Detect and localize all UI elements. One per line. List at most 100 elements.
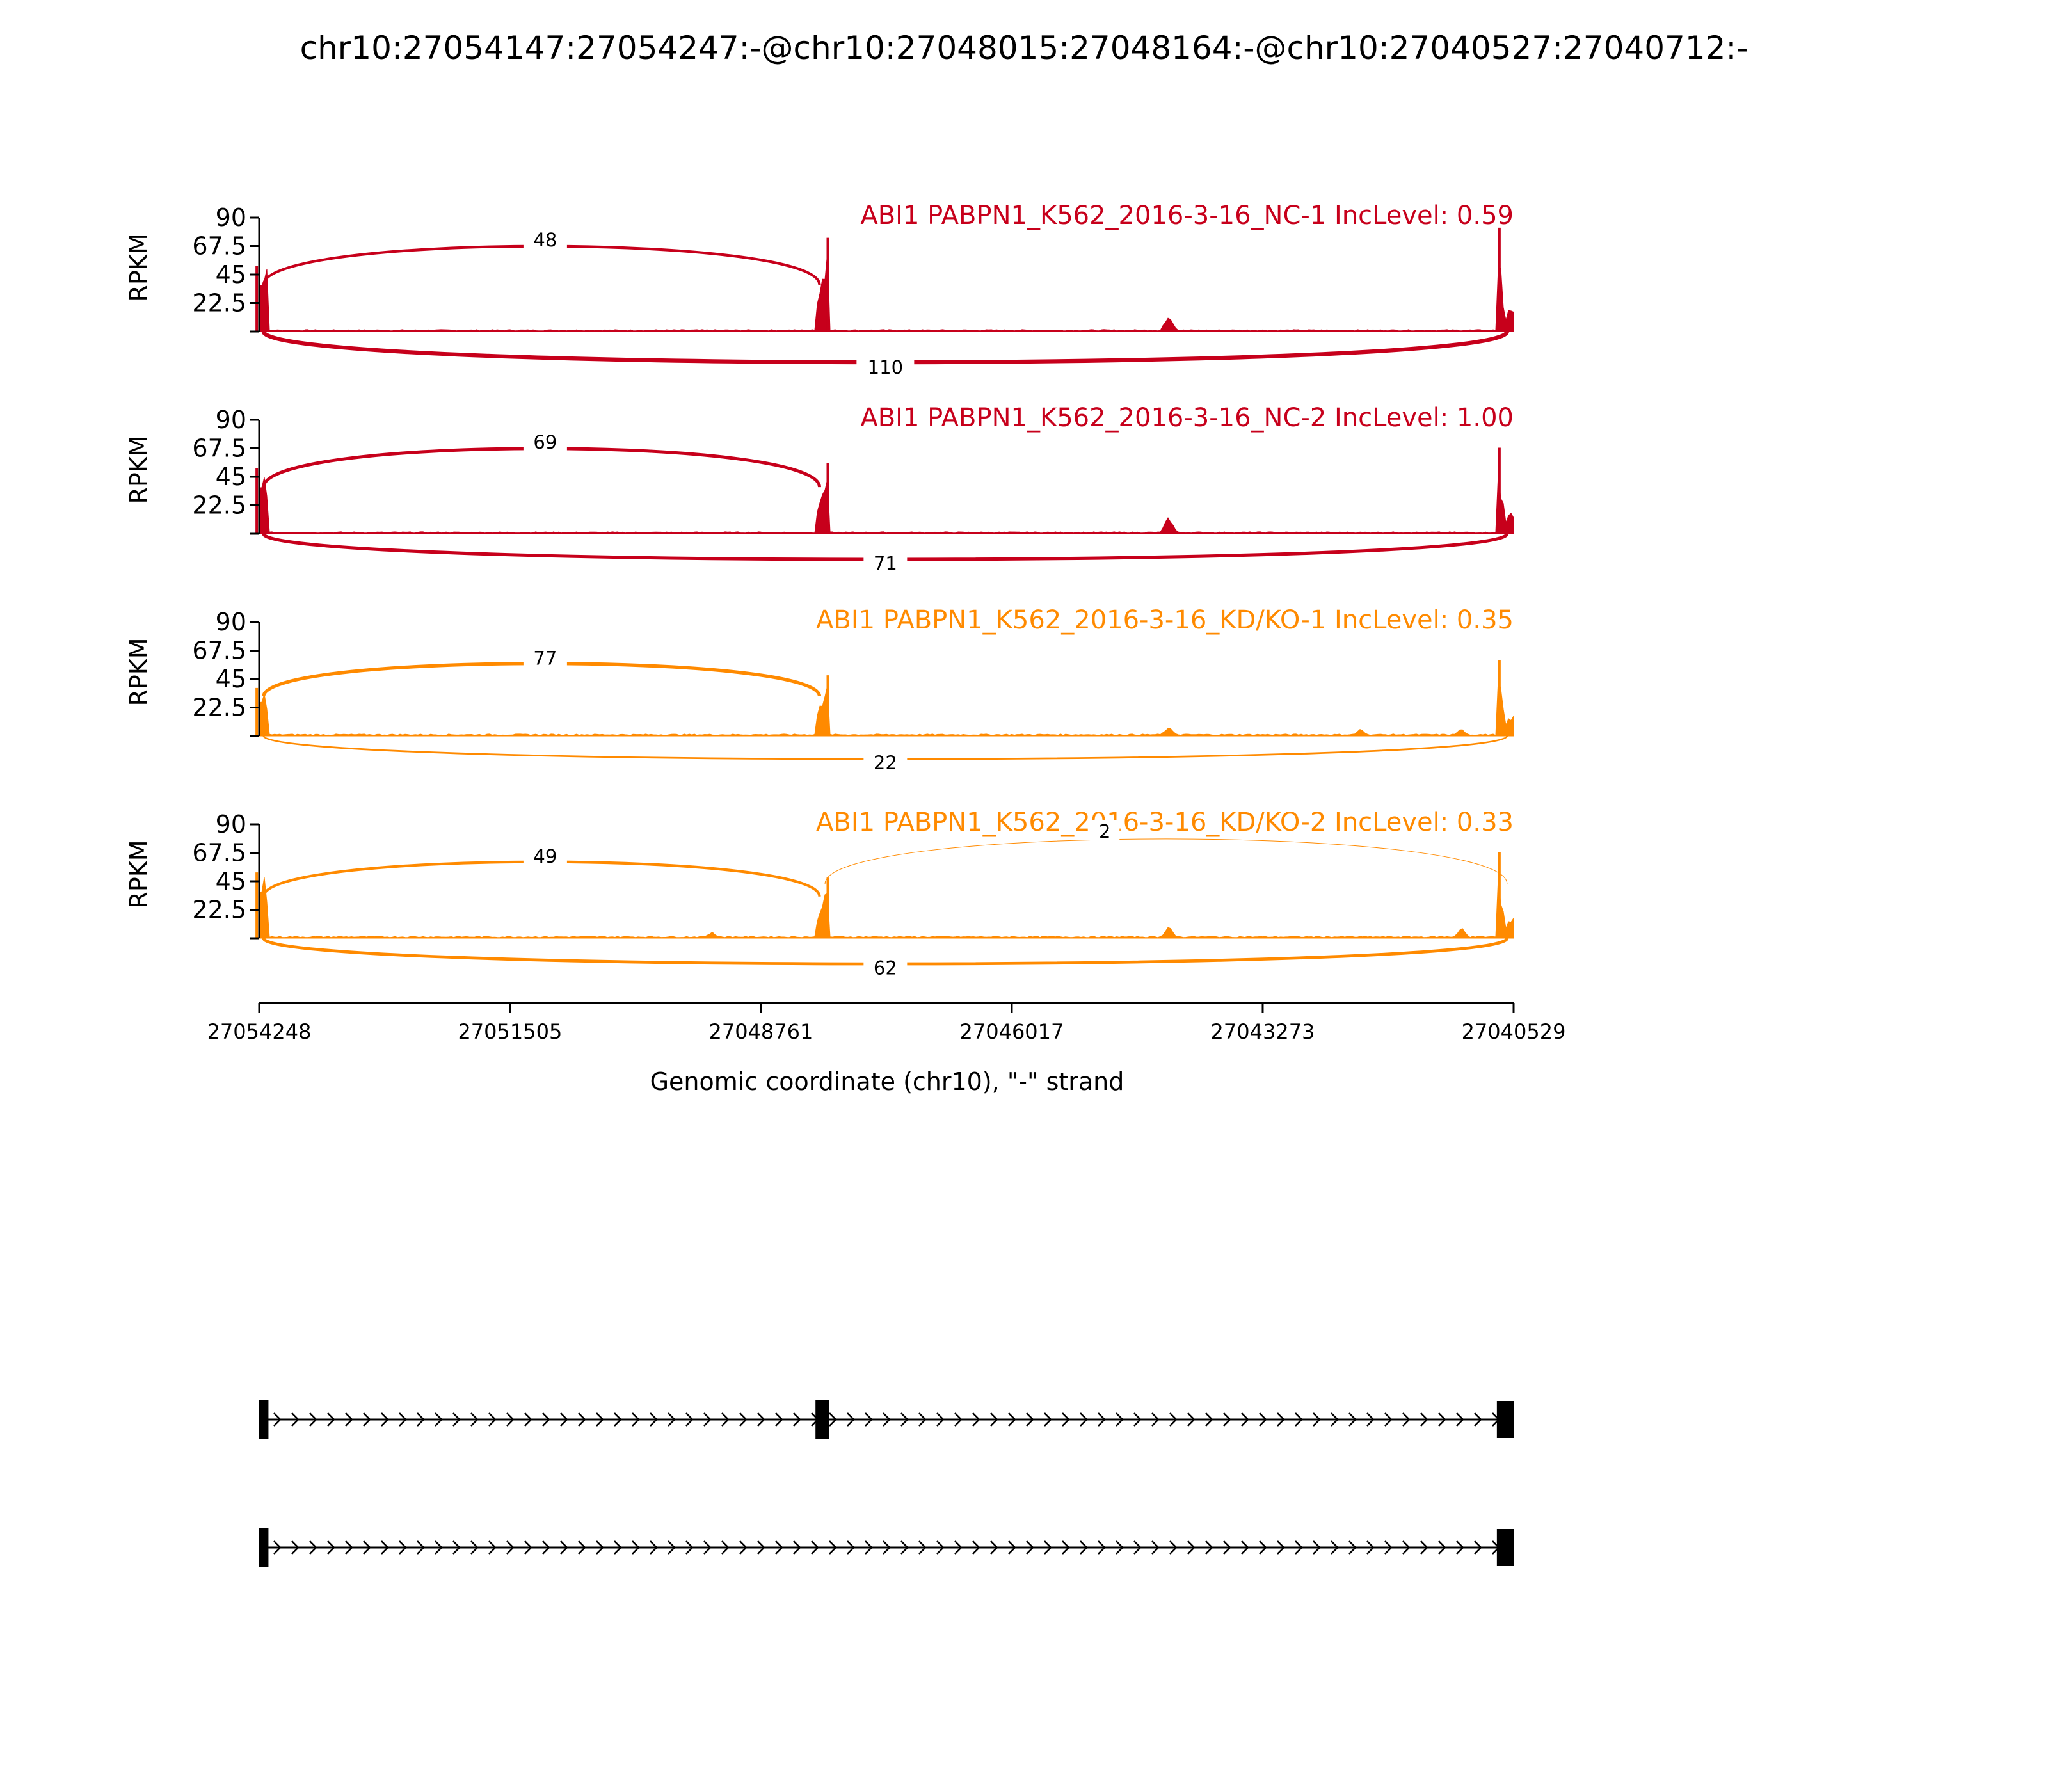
strand-arrow <box>1348 1412 1357 1427</box>
junction-label-bg <box>856 355 915 378</box>
strand-arrow <box>1133 1412 1142 1427</box>
strand-arrow <box>775 1540 783 1555</box>
x-tick-label: 27054248 <box>207 1020 312 1044</box>
transcript-models <box>259 1400 1514 1567</box>
strand-arrow <box>399 1540 407 1555</box>
y-tick-label: 67.5 <box>192 637 246 665</box>
strand-arrow <box>399 1412 407 1427</box>
strand-arrow <box>1241 1412 1249 1427</box>
strand-arrow <box>1366 1412 1375 1427</box>
strand-arrow <box>524 1412 532 1427</box>
strand-arrow <box>1080 1412 1088 1427</box>
strand-arrow <box>470 1540 479 1555</box>
junction-label-bg <box>523 844 567 867</box>
strand-arrow <box>829 1540 837 1555</box>
strand-arrow <box>1474 1412 1482 1427</box>
y-tick-label: 67.5 <box>192 435 246 463</box>
strand-arrow <box>381 1412 389 1427</box>
coverage-area <box>259 252 1514 332</box>
strand-arrow <box>775 1412 783 1427</box>
strand-arrow <box>793 1540 801 1555</box>
y-tick-label: 22.5 <box>192 694 246 722</box>
transcript <box>259 1400 1514 1439</box>
strand-arrow <box>1223 1540 1231 1555</box>
x-tick-label: 27043273 <box>1211 1020 1315 1044</box>
strand-arrow <box>757 1540 765 1555</box>
strand-arrow <box>327 1412 335 1427</box>
strand-arrow <box>1223 1412 1231 1427</box>
strand-arrow <box>793 1412 801 1427</box>
strand-arrow <box>273 1412 282 1427</box>
track-title: ABI1 PABPN1_K562_2016-3-16_NC-2 IncLevel… <box>860 403 1514 433</box>
strand-arrow <box>1420 1540 1428 1555</box>
strand-arrow <box>1384 1412 1393 1427</box>
strand-arrow <box>1116 1540 1124 1555</box>
strand-arrow <box>990 1540 998 1555</box>
strand-arrow <box>327 1540 335 1555</box>
junction-label-bg <box>863 751 908 773</box>
y-tick-label: 22.5 <box>192 492 246 520</box>
strand-arrow <box>363 1540 371 1555</box>
junction-count: 110 <box>868 356 903 378</box>
strand-arrow <box>1080 1540 1088 1555</box>
junction-arc <box>824 838 1508 884</box>
strand-arrow <box>345 1412 353 1427</box>
junction-count: 71 <box>874 552 897 574</box>
strand-arrow <box>1259 1540 1267 1555</box>
strand-arrow <box>1098 1412 1106 1427</box>
y-tick-label: 90 <box>216 204 246 232</box>
coverage-area <box>259 474 1514 534</box>
strand-arrow <box>632 1412 640 1427</box>
strand-arrow <box>435 1540 443 1555</box>
y-tick-label: 45 <box>216 867 246 895</box>
strand-arrow <box>614 1540 622 1555</box>
y-axis-label: RPKM <box>125 435 153 504</box>
strand-arrow <box>918 1540 927 1555</box>
strand-arrow <box>739 1412 748 1427</box>
strand-arrow <box>1331 1540 1339 1555</box>
junction-arc <box>262 447 821 488</box>
strand-arrow <box>506 1540 515 1555</box>
strand-arrow <box>990 1412 998 1427</box>
strand-arrow <box>560 1540 568 1555</box>
x-axis-label: Genomic coordinate (chr10), "-" strand <box>650 1068 1124 1096</box>
junction-count: 62 <box>874 957 897 979</box>
strand-arrow <box>417 1412 425 1427</box>
strand-arrow <box>1438 1540 1446 1555</box>
junction-label-bg <box>523 646 567 669</box>
strand-arrow <box>865 1540 873 1555</box>
strand-arrow <box>721 1412 730 1427</box>
strand-arrow <box>918 1412 927 1427</box>
strand-arrow <box>363 1412 371 1427</box>
y-axis-label: RPKM <box>125 233 153 301</box>
strand-arrow <box>452 1412 461 1427</box>
transcript <box>259 1528 1514 1567</box>
strand-arrow <box>1044 1412 1052 1427</box>
exon-block <box>1496 1529 1514 1566</box>
strand-arrow <box>703 1540 712 1555</box>
strand-arrow <box>417 1540 425 1555</box>
strand-arrow <box>1277 1412 1285 1427</box>
strand-arrow <box>542 1540 550 1555</box>
strand-arrow <box>703 1412 712 1427</box>
strand-arrow <box>1456 1412 1464 1427</box>
y-tick-label: 67.5 <box>192 839 246 867</box>
strand-arrow <box>1187 1540 1196 1555</box>
strand-arrow <box>309 1412 317 1427</box>
strand-arrow <box>1098 1540 1106 1555</box>
strand-arrow <box>811 1540 819 1555</box>
strand-arrow <box>1062 1540 1070 1555</box>
strand-arrow <box>900 1540 909 1555</box>
strand-arrow <box>1169 1540 1178 1555</box>
strand-arrow <box>506 1412 515 1427</box>
strand-arrow <box>972 1412 980 1427</box>
junction-count: 48 <box>533 229 557 251</box>
strand-arrow <box>1295 1540 1303 1555</box>
track-title: ABI1 PABPN1_K562_2016-3-16_KD/KO-1 IncLe… <box>816 605 1514 635</box>
strand-arrow <box>470 1412 479 1427</box>
strand-arrow <box>865 1412 873 1427</box>
